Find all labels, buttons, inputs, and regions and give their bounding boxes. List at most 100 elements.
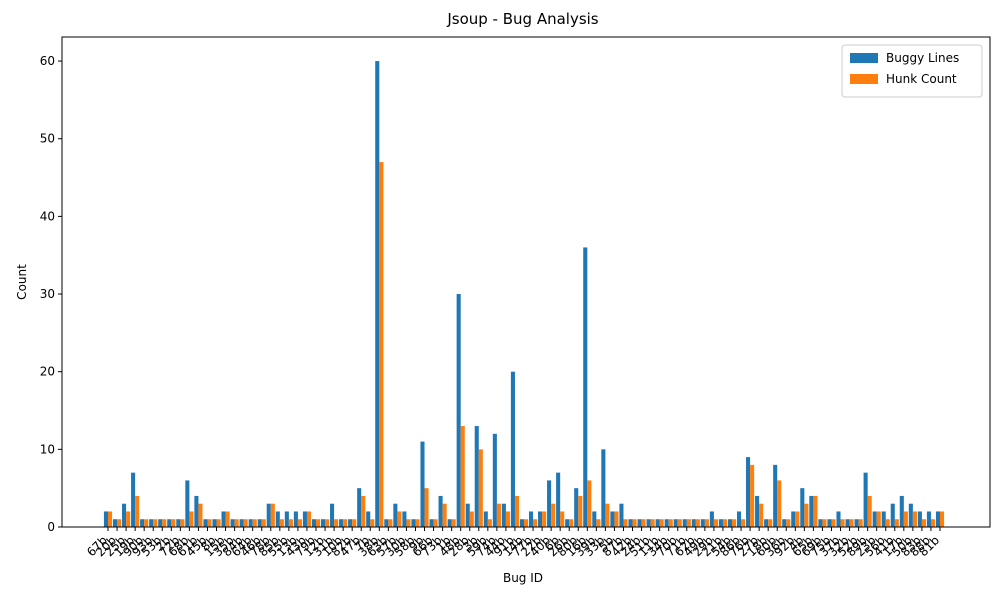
bar bbox=[899, 495, 904, 527]
bar bbox=[158, 519, 163, 527]
bar bbox=[912, 511, 917, 527]
bar bbox=[759, 503, 764, 527]
bar bbox=[673, 519, 678, 527]
bar bbox=[352, 519, 357, 527]
legend-label: Hunk Count bbox=[886, 72, 957, 86]
bar bbox=[722, 519, 728, 527]
bar bbox=[695, 519, 700, 527]
bar bbox=[230, 519, 235, 527]
bar bbox=[460, 426, 465, 527]
bar bbox=[903, 511, 908, 527]
bar bbox=[890, 503, 895, 527]
bar bbox=[505, 511, 510, 527]
bar bbox=[533, 519, 538, 527]
bar bbox=[940, 511, 945, 527]
bar bbox=[433, 519, 438, 527]
bar bbox=[144, 519, 149, 527]
bar bbox=[225, 511, 230, 527]
chart-title: Jsoup - Bug Analysis bbox=[446, 10, 598, 28]
bar bbox=[239, 519, 244, 527]
plot-frame bbox=[61, 36, 991, 528]
bar bbox=[266, 503, 271, 527]
bar bbox=[261, 519, 266, 527]
bar bbox=[713, 519, 718, 527]
bar bbox=[746, 457, 751, 527]
bar bbox=[809, 495, 814, 527]
bar bbox=[492, 433, 497, 527]
bar bbox=[876, 511, 881, 527]
bar bbox=[930, 519, 936, 527]
bar bbox=[804, 503, 809, 527]
bar bbox=[908, 503, 913, 527]
bar bbox=[248, 519, 253, 527]
bar bbox=[320, 519, 326, 527]
y-tick-label: 0 bbox=[47, 520, 55, 534]
bar bbox=[456, 294, 461, 527]
bar bbox=[194, 495, 199, 527]
bar bbox=[203, 519, 208, 527]
y-tick-label: 10 bbox=[40, 442, 55, 456]
bar bbox=[288, 519, 293, 527]
y-tick-label: 60 bbox=[40, 54, 55, 68]
bar bbox=[668, 519, 673, 527]
bar bbox=[664, 519, 669, 527]
bar bbox=[501, 503, 506, 527]
bar bbox=[357, 488, 362, 527]
bar bbox=[420, 441, 425, 527]
legend-label: Buggy Lines bbox=[886, 51, 959, 65]
bar bbox=[926, 511, 931, 527]
bar bbox=[800, 488, 805, 527]
bar bbox=[135, 495, 140, 527]
bar bbox=[574, 488, 579, 527]
bar bbox=[849, 519, 854, 527]
bar bbox=[126, 511, 131, 527]
bar bbox=[827, 519, 832, 527]
bar bbox=[339, 519, 344, 527]
bar bbox=[637, 519, 642, 527]
bar bbox=[366, 511, 371, 527]
bar bbox=[894, 519, 899, 527]
bar bbox=[732, 519, 737, 527]
bar bbox=[885, 519, 890, 527]
bar bbox=[578, 495, 583, 527]
bar bbox=[514, 495, 520, 527]
bar bbox=[207, 519, 212, 527]
bar bbox=[768, 519, 773, 527]
bar bbox=[216, 519, 221, 527]
bar bbox=[569, 519, 574, 527]
bar bbox=[524, 519, 529, 527]
bar bbox=[302, 511, 307, 527]
bar bbox=[189, 511, 194, 527]
bar bbox=[176, 519, 181, 527]
bar bbox=[424, 488, 429, 527]
bar bbox=[478, 449, 483, 527]
bar bbox=[677, 519, 682, 527]
bar bbox=[542, 511, 547, 527]
bar bbox=[257, 519, 262, 527]
bar bbox=[831, 519, 836, 527]
bar bbox=[741, 519, 746, 527]
bar bbox=[628, 519, 633, 527]
bar bbox=[487, 519, 492, 527]
bar bbox=[221, 511, 226, 527]
bar bbox=[935, 511, 940, 527]
bar bbox=[465, 503, 470, 527]
bar bbox=[538, 511, 543, 527]
bar bbox=[153, 519, 158, 527]
bar bbox=[234, 519, 239, 527]
bar bbox=[415, 519, 420, 527]
bar bbox=[442, 503, 447, 527]
bar bbox=[519, 519, 524, 527]
bar bbox=[840, 519, 845, 527]
bar bbox=[108, 511, 113, 527]
bar bbox=[306, 511, 312, 527]
bar bbox=[469, 511, 474, 527]
bar bbox=[605, 503, 610, 527]
bar bbox=[149, 519, 154, 527]
bar bbox=[641, 519, 646, 527]
bar bbox=[863, 472, 868, 527]
bar bbox=[556, 472, 561, 527]
bar bbox=[547, 480, 552, 527]
bar bbox=[447, 519, 452, 527]
